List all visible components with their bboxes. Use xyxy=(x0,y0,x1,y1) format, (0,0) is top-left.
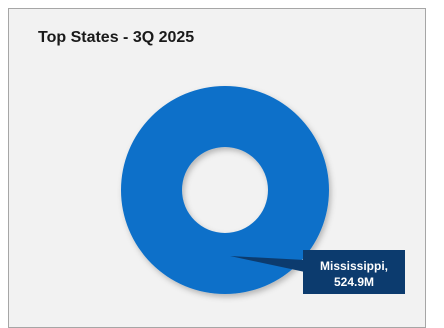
chart-title: Top States - 3Q 2025 xyxy=(38,29,195,46)
slice-mississippi xyxy=(121,86,329,294)
data-label-leader xyxy=(230,256,305,272)
data-label-box xyxy=(303,250,405,294)
data-label-value: 524.9M xyxy=(334,275,374,289)
data-label-category: Mississippi, xyxy=(320,259,388,273)
